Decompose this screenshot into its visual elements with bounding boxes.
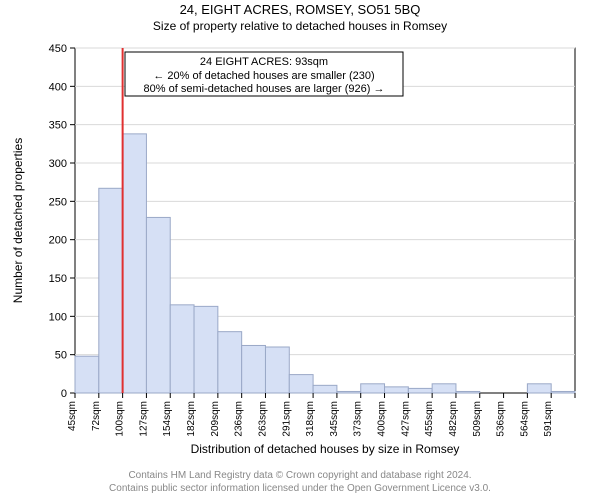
y-axis-label: Number of detached properties (11, 138, 25, 303)
xtick-label: 127sqm (138, 401, 149, 437)
copyright-line1: Contains HM Land Registry data © Crown c… (128, 470, 471, 481)
xtick-label: 591sqm (543, 401, 554, 437)
xtick-label: 427sqm (400, 401, 411, 437)
xtick-label: 455sqm (424, 401, 435, 437)
xtick-label: 345sqm (329, 401, 340, 437)
ytick-label: 300 (49, 158, 67, 170)
histogram-svg: 24, EIGHT ACRES, ROMSEY, SO51 5BQ Size of… (0, 0, 600, 500)
chart-container: { "title": "24, EIGHT ACRES, ROMSEY, SO5… (0, 0, 600, 500)
xtick-label: 291sqm (281, 401, 292, 437)
ytick-label: 150 (49, 273, 67, 285)
histogram-bar (123, 134, 147, 393)
xtick-label: 72sqm (91, 401, 102, 431)
histogram-bar (408, 388, 432, 393)
xtick-label: 236sqm (234, 401, 245, 437)
histogram-bar (289, 375, 313, 393)
histogram-bar (337, 391, 361, 393)
histogram-bar (313, 385, 337, 393)
xtick-label: 373sqm (353, 401, 364, 437)
chart-title: 24, EIGHT ACRES, ROMSEY, SO51 5BQ (180, 2, 421, 17)
annotation-line2: ← 20% of detached houses are smaller (23… (153, 70, 374, 82)
xtick-label: 482sqm (448, 401, 459, 437)
histogram-bar (194, 306, 218, 393)
histogram-bar (265, 347, 289, 393)
histogram-bar (361, 384, 385, 393)
xtick-label: 509sqm (472, 401, 483, 437)
ytick-label: 450 (49, 43, 67, 55)
histogram-bar (170, 305, 194, 393)
histogram-bar (218, 332, 242, 393)
x-axis-label: Distribution of detached houses by size … (191, 442, 460, 456)
histogram-bar (551, 391, 575, 393)
ytick-label: 0 (61, 388, 67, 400)
xtick-label: 263sqm (257, 401, 268, 437)
histogram-bar (527, 384, 551, 393)
ytick-label: 250 (49, 196, 67, 208)
ytick-label: 350 (49, 120, 67, 132)
copyright-line2: Contains public sector information licen… (109, 483, 491, 494)
xtick-label: 400sqm (377, 401, 388, 437)
ytick-label: 50 (55, 350, 67, 362)
histogram-bar (146, 217, 170, 393)
annotation-line3: 80% of semi-detached houses are larger (… (144, 83, 385, 95)
xtick-label: 564sqm (519, 401, 530, 437)
histogram-bar (242, 345, 266, 393)
histogram-bar (75, 356, 99, 393)
chart-subtitle: Size of property relative to detached ho… (153, 19, 447, 33)
annotation-line1: 24 EIGHT ACRES: 93sqm (200, 56, 328, 68)
histogram-bar (456, 391, 480, 393)
histogram-bar (99, 188, 123, 393)
xtick-label: 209sqm (210, 401, 221, 437)
ytick-label: 200 (49, 235, 67, 247)
xtick-label: 318sqm (305, 401, 316, 437)
xtick-label: 154sqm (162, 401, 173, 437)
histogram-bar (432, 384, 456, 393)
histogram-bar (385, 387, 409, 393)
xtick-label: 182sqm (186, 401, 197, 437)
xtick-label: 100sqm (115, 401, 126, 437)
xtick-label: 536sqm (496, 401, 507, 437)
ytick-label: 400 (49, 81, 67, 93)
ytick-label: 100 (49, 311, 67, 323)
xtick-label: 45sqm (67, 401, 78, 431)
